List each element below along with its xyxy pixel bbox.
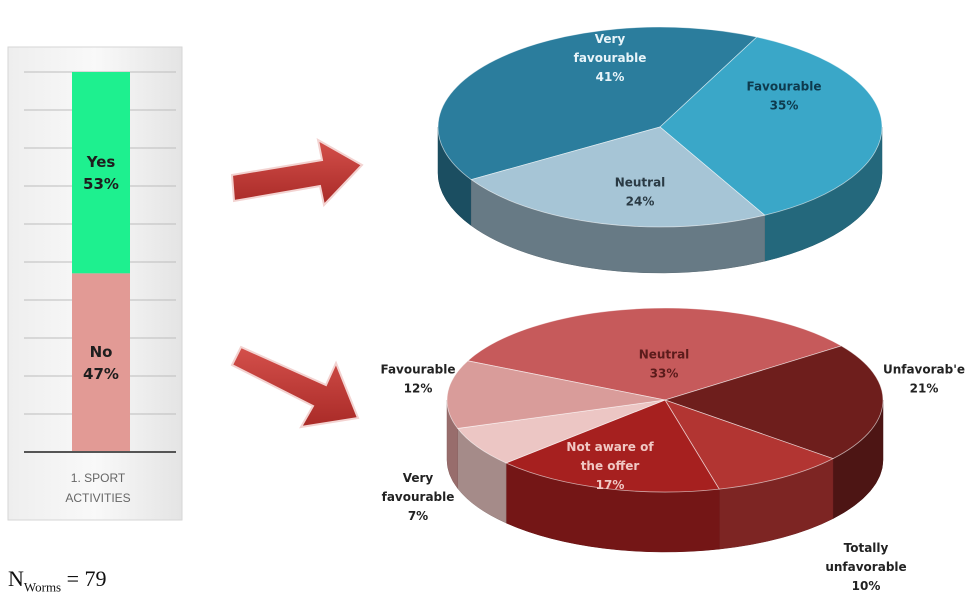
pie-chart-bottom: Neutral 33% Unfavorab'e 21% Totally unfavorab… bbox=[380, 307, 965, 594]
pie-label-favourable: Favourable 12% bbox=[380, 363, 455, 396]
pie-label-totally-unfavorable: Totally unfavorable 10% bbox=[825, 541, 906, 593]
pie-label-neutral: Neutral 24% bbox=[615, 176, 666, 209]
footnote-base: N bbox=[8, 566, 24, 591]
pie-slice-neutral bbox=[466, 307, 843, 401]
pie-slice-favourable bbox=[659, 36, 883, 216]
pie-labels: Neutral 33% Unfavorab'e 21% Totally unfavorab… bbox=[380, 348, 965, 594]
arrow-top bbox=[230, 138, 364, 208]
bar-label-yes: Yes 53% bbox=[83, 153, 119, 193]
pie-label-very-favourable: Very favourable 7% bbox=[382, 471, 455, 523]
stacked-bar-panel: Yes 53% No 47% 1. SPORT ACTIVITIES bbox=[7, 46, 183, 521]
pie-label-neutral: Neutral 33% bbox=[639, 348, 690, 381]
pie-label-very-favourable: Very favourable 41% bbox=[574, 32, 647, 84]
pie-chart-top: Very favourable 41% Favourable 35% Neutral 24% bbox=[437, 26, 883, 274]
bar-segment-yes bbox=[72, 72, 130, 274]
pie-slice-unfavorable bbox=[663, 345, 884, 460]
pie-slice-neutral bbox=[470, 126, 766, 228]
pie-slice-not-aware-of-the-offer bbox=[505, 399, 720, 493]
footnote-subscript: Worms bbox=[23, 579, 62, 595]
pie-side-walls bbox=[446, 399, 884, 553]
pie-labels: Very favourable 41% Favourable 35% Neutral 24% bbox=[574, 32, 822, 209]
pie-slice-favourable bbox=[446, 360, 666, 429]
arrow-bottom bbox=[230, 345, 360, 429]
footnote-rest: = 79 bbox=[61, 566, 107, 591]
pie-slice-very-favourable bbox=[437, 26, 758, 181]
pie-label-not-aware-of-the-offer: Not aware of the offer 17% bbox=[566, 440, 654, 492]
pie-slice-totally-unfavorable bbox=[664, 399, 834, 490]
arrow-top-shape bbox=[230, 138, 364, 208]
pie-top-faces bbox=[437, 26, 883, 228]
sample-size-note: NWorms = 79 bbox=[8, 566, 107, 595]
bar-label-no: No 47% bbox=[83, 343, 119, 383]
bar-segment-no bbox=[72, 273, 130, 452]
arrow-bottom-shape bbox=[230, 345, 360, 429]
bar-category-label: 1. SPORT ACTIVITIES bbox=[65, 471, 130, 505]
bar-segments: Yes 53% No 47% bbox=[72, 72, 130, 452]
pie-top-faces bbox=[446, 307, 884, 493]
pie-label-unfavorable: Unfavorab'e 21% bbox=[883, 363, 965, 396]
pie-label-favourable: Favourable 35% bbox=[746, 80, 821, 113]
